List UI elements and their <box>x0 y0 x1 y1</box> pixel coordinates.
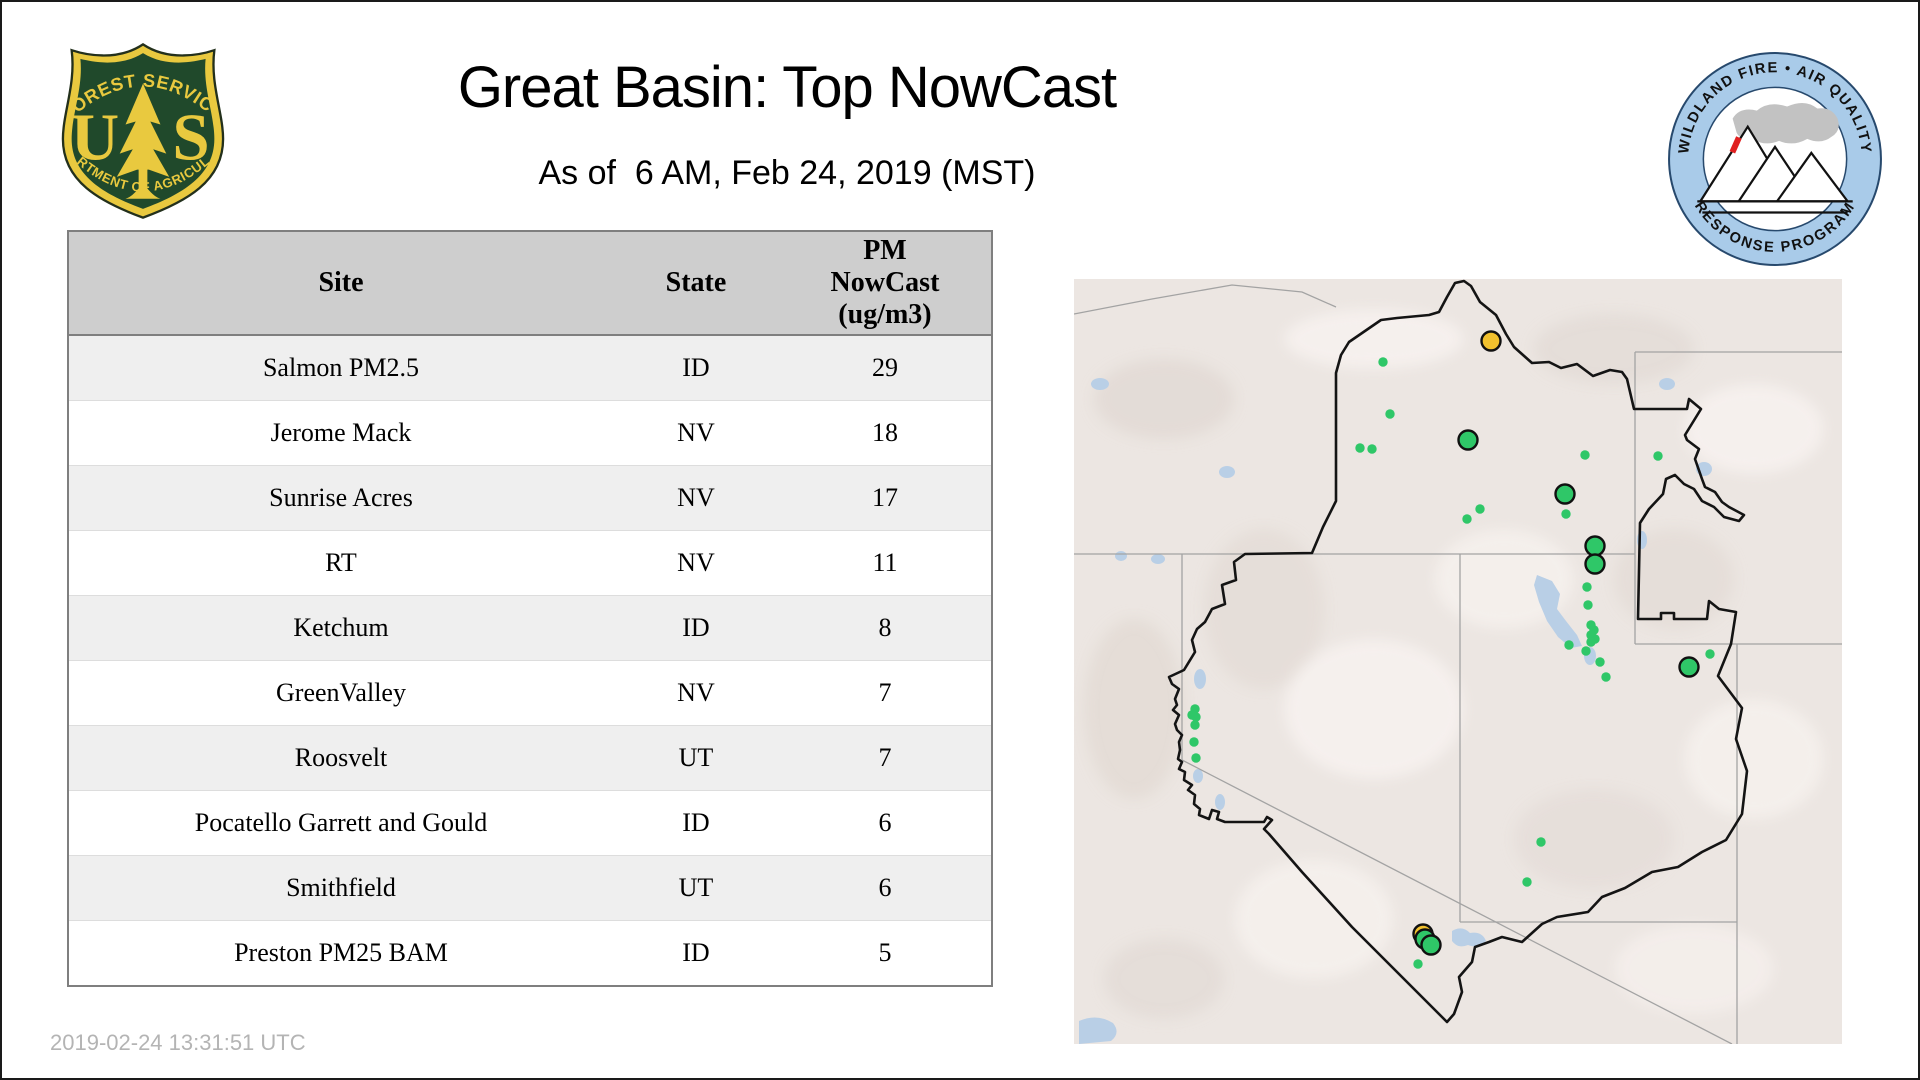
state-cell: NV <box>612 465 779 531</box>
monitor-dot-good <box>1367 444 1377 454</box>
col-header-site: Site <box>69 232 613 336</box>
nowcast-cell: 8 <box>778 595 991 661</box>
monitor-dot-good <box>1705 649 1715 659</box>
site-cell: GreenValley <box>69 660 613 726</box>
state-cell: ID <box>612 790 779 856</box>
table-row: Smithfield UT 6 <box>69 855 991 921</box>
nowcast-cell: 17 <box>778 465 991 531</box>
usfs-shield-icon: FOREST SERVICE U S DEPARTMENT OF AGRICUL… <box>49 24 225 219</box>
monitor-markers <box>1187 330 1715 969</box>
monitor-dot-good <box>1595 657 1605 667</box>
state-cell: NV <box>612 530 779 596</box>
nowcast-cell: 29 <box>778 334 991 401</box>
monitor-circle-good <box>1678 656 1700 678</box>
monitor-dot-good <box>1385 409 1395 419</box>
monitor-dot-good <box>1355 443 1365 453</box>
monitor-dot-good <box>1190 720 1200 730</box>
table-row: Roosvelt UT 7 <box>69 725 991 791</box>
lakes <box>1079 378 1712 1044</box>
table-row: Jerome Mack NV 18 <box>69 400 991 466</box>
nowcast-cell: 11 <box>778 530 991 596</box>
usfs-logo: FOREST SERVICE U S DEPARTMENT OF AGRICUL… <box>49 24 232 222</box>
state-cell: ID <box>612 920 779 985</box>
site-cell: Pocatello Garrett and Gould <box>69 790 613 856</box>
state-cell: ID <box>612 595 779 661</box>
monitor-circle-good <box>1584 535 1606 557</box>
state-cell: NV <box>612 660 779 726</box>
monitor-dot-good <box>1580 450 1590 460</box>
monitor-dot-good <box>1413 959 1423 969</box>
generated-timestamp: 2019-02-24 13:31:51 UTC <box>50 1030 306 1055</box>
site-cell: Preston PM25 BAM <box>69 920 613 985</box>
nowcast-cell: 7 <box>778 725 991 791</box>
state-cell: ID <box>612 334 779 401</box>
table-row: Salmon PM2.5 ID 29 <box>69 334 991 401</box>
monitor-circle-good <box>1420 934 1442 956</box>
monitor-circle-good <box>1457 429 1479 451</box>
usfs-letter-s: S <box>172 100 209 174</box>
nowcast-cell: 7 <box>778 660 991 726</box>
col-header-state: State <box>612 232 779 336</box>
table-body: Salmon PM2.5 ID 29 Jerome Mack NV 18 Sunrise A… <box>69 334 991 985</box>
wfaqrp-logo: WILDLAND FIRE • AIR QUALITY RESPONSE PRO… <box>1664 48 1886 270</box>
monitor-dot-good <box>1191 712 1201 722</box>
nowcast-table: Site State PM NowCast (ug/m3) Salmon PM2… <box>67 230 993 987</box>
monitor-dot-good <box>1581 646 1591 656</box>
nowcast-cell: 6 <box>778 790 991 856</box>
monitor-dot-good <box>1586 637 1596 647</box>
monitor-circle-moderate <box>1480 330 1502 352</box>
great-basin-boundary <box>1167 279 1749 1024</box>
monitor-dot-good <box>1583 600 1593 610</box>
site-cell: Ketchum <box>69 595 613 661</box>
monitor-circle-good <box>1584 553 1606 575</box>
monitor-dot-good <box>1522 877 1532 887</box>
site-cell: Salmon PM2.5 <box>69 334 613 401</box>
monitor-circle-good <box>1554 483 1576 505</box>
table-row: Preston PM25 BAM ID 5 <box>69 920 991 985</box>
monitor-dot-good <box>1653 451 1663 461</box>
page-subtitle: As of 6 AM, Feb 24, 2019 (MST) <box>538 154 1036 192</box>
monitor-dot-good <box>1564 640 1574 650</box>
state-cell: UT <box>612 855 779 921</box>
monitor-dot-good <box>1601 672 1611 682</box>
wfaqrp-circle-icon: WILDLAND FIRE • AIR QUALITY RESPONSE PRO… <box>1668 52 1882 266</box>
state-cell: UT <box>612 725 779 791</box>
state-borders <box>1073 284 1842 1045</box>
monitor-dot-good <box>1378 357 1388 367</box>
table-row: RT NV 11 <box>69 530 991 596</box>
table-row: Ketchum ID 8 <box>69 595 991 661</box>
site-cell: Sunrise Acres <box>69 465 613 531</box>
site-cell: Jerome Mack <box>69 400 613 466</box>
monitor-dot-good <box>1582 582 1592 592</box>
site-cell: RT <box>69 530 613 596</box>
usfs-tree-icon <box>116 83 170 199</box>
table-row: GreenValley NV 7 <box>69 660 991 726</box>
nowcast-cell: 18 <box>778 400 991 466</box>
map-canvas <box>1073 279 1842 1045</box>
usfs-letter-u: U <box>71 100 119 174</box>
table-row: Pocatello Garrett and Gould ID 6 <box>69 790 991 856</box>
site-cell: Smithfield <box>69 855 613 921</box>
wfaqrp-smoke-icon <box>1732 102 1839 144</box>
monitor-dot-good <box>1561 509 1571 519</box>
site-cell: Roosvelt <box>69 725 613 791</box>
monitor-dot-good <box>1189 737 1199 747</box>
nowcast-cell: 5 <box>778 920 991 985</box>
page-title: Great Basin: Top NowCast <box>457 55 1117 120</box>
great-basin-map <box>1073 279 1842 1045</box>
monitor-dot-good <box>1191 753 1201 763</box>
state-cell: NV <box>612 400 779 466</box>
wfaqrp-flame-icon <box>1729 136 1742 154</box>
monitor-dot-good <box>1462 514 1472 524</box>
col-header-nowcast: PM NowCast (ug/m3) <box>778 232 991 336</box>
nowcast-cell: 6 <box>778 855 991 921</box>
monitor-dot-good <box>1536 837 1546 847</box>
table-row: Sunrise Acres NV 17 <box>69 465 991 531</box>
monitor-dot-good <box>1475 504 1485 514</box>
